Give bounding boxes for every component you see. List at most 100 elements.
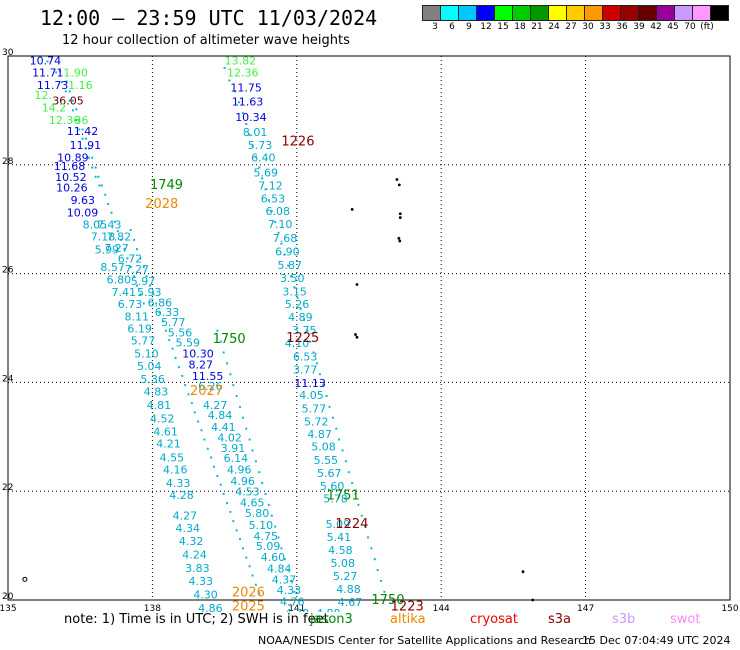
track-point xyxy=(254,583,257,586)
track-point xyxy=(296,297,299,300)
island-ring xyxy=(22,576,28,582)
wave-height-label: 8.57 xyxy=(100,261,125,274)
wave-height-label: 4.81 xyxy=(147,399,172,412)
track-point xyxy=(126,257,129,260)
lat-tick-label: 26 xyxy=(2,266,14,276)
wave-height-label: 7.10 xyxy=(268,218,293,231)
lat-tick-label: 20 xyxy=(2,592,14,602)
legend-sat-altika: altika xyxy=(390,612,426,627)
track-point xyxy=(267,503,270,506)
pass-time-label: 2028 xyxy=(145,197,178,212)
track-point xyxy=(341,449,344,452)
wave-height-label: 10.30 xyxy=(182,348,214,361)
legend-sat-s3b: s3b xyxy=(612,612,636,627)
track-point xyxy=(84,147,87,150)
track-point xyxy=(91,156,94,159)
track-point xyxy=(293,590,296,593)
wave-height-label: 4.84 xyxy=(267,562,292,575)
track-point xyxy=(347,471,350,474)
track-point xyxy=(254,155,257,158)
wave-height-label: 4.34 xyxy=(176,522,201,535)
track-point xyxy=(251,449,254,452)
track-point xyxy=(299,307,302,310)
satellite-tracks xyxy=(46,60,386,595)
wave-height-label: 3.75 xyxy=(292,324,317,337)
pass-time-label: 1749 xyxy=(150,178,183,193)
wave-height-label: 11.63 xyxy=(232,96,264,109)
track-point xyxy=(110,211,113,214)
track-point xyxy=(287,569,290,572)
map-tick-labels: 135 138 141 144 147 150 30 28 26 24 22 20 xyxy=(0,48,739,612)
wave-height-label: 4.55 xyxy=(160,451,185,464)
wave-height-label: 4.96 xyxy=(230,475,255,488)
track-point xyxy=(245,123,248,125)
track-point xyxy=(383,590,386,593)
track-point xyxy=(232,520,235,523)
track-point xyxy=(60,81,63,84)
track-point xyxy=(168,338,171,341)
map-frame xyxy=(7,55,731,601)
legend-sat-jason3: jason3 xyxy=(310,612,353,627)
wave-height-label: 11.55 xyxy=(192,370,224,383)
track-point xyxy=(91,166,94,169)
track-point xyxy=(219,483,222,486)
track-point xyxy=(280,547,283,550)
color-scale-label: 3 xyxy=(432,22,438,32)
wave-height-label: 11.42 xyxy=(67,125,99,138)
wave-height-label: 5.73 xyxy=(248,139,272,152)
track-point xyxy=(135,284,138,287)
wave-height-label: 6.73 xyxy=(118,298,143,311)
chart-subtitle: 12 hour collection of altimeter wave hei… xyxy=(62,33,350,48)
wave-height-label: 12.36 xyxy=(49,114,80,127)
track-point xyxy=(351,482,354,485)
wave-height-label: 11.13 xyxy=(294,377,326,390)
track-point xyxy=(376,569,379,572)
wave-height-label: 6.14 xyxy=(224,452,249,465)
track-point xyxy=(216,329,219,332)
wave-height-label: 6.80 xyxy=(107,274,132,287)
color-scale-label: 70 xyxy=(684,22,696,32)
track-point xyxy=(277,231,280,234)
track-point xyxy=(97,175,100,178)
wave-height-label: 5.77 xyxy=(161,316,186,329)
track-point xyxy=(161,320,164,323)
track-point xyxy=(239,538,242,541)
track-point xyxy=(81,137,84,140)
wave-height-label: 4.60 xyxy=(261,551,286,564)
color-scale-label: 21 xyxy=(531,22,543,32)
wave-height-label: 8.11 xyxy=(124,311,149,324)
track-point xyxy=(235,395,238,397)
track-point xyxy=(325,395,328,397)
wave-height-label: 7.68 xyxy=(273,232,298,245)
track-point xyxy=(200,429,203,432)
track-point xyxy=(87,147,90,150)
track-point xyxy=(245,427,248,430)
wave-height-label: 1.16 xyxy=(68,79,93,92)
island-dot xyxy=(531,598,535,602)
color-swatch xyxy=(710,5,729,21)
color-scale-label: 24 xyxy=(548,22,560,32)
track-point xyxy=(303,318,306,321)
wave-height-label: 4.37 xyxy=(272,573,297,586)
pass-time-label: 2027 xyxy=(190,384,223,399)
wave-height-label: 7.18 xyxy=(91,231,116,244)
island-dot xyxy=(398,212,402,216)
wave-height-label: 4.58 xyxy=(328,544,353,557)
wave-height-label: 4.16 xyxy=(163,463,188,476)
color-scale-label: 36 xyxy=(616,22,628,32)
wave-height-label: 7.27 xyxy=(104,242,128,255)
island-dot xyxy=(355,335,359,339)
wave-height-label: 3.83 xyxy=(185,562,210,575)
legend-sat-s3a: s3a xyxy=(548,612,572,627)
wave-height-label: 5.08 xyxy=(330,557,355,570)
track-point xyxy=(251,144,254,147)
track-point xyxy=(113,220,116,223)
track-point xyxy=(116,230,119,233)
legend-sat-swot: swot xyxy=(670,612,701,627)
wave-height-label: 4.10 xyxy=(285,337,310,350)
color-scale-label: 18 xyxy=(514,22,526,32)
wave-height-label: 6.90 xyxy=(275,245,300,258)
track-point xyxy=(274,220,277,223)
track-point xyxy=(75,108,78,111)
